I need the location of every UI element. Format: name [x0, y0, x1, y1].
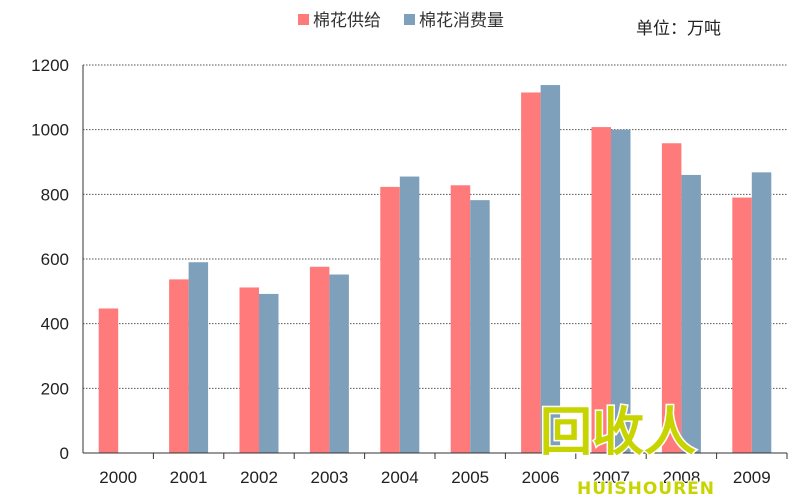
- watermark-logo: 回收人 HUISHOUREN: [539, 402, 716, 500]
- axes: [82, 65, 788, 459]
- legend-swatch-supply: [298, 14, 309, 25]
- bar-supply: [661, 143, 682, 453]
- bar-consumption: [188, 262, 209, 453]
- bar-consumption: [470, 200, 490, 453]
- bar-consumption: [681, 174, 701, 453]
- bar-supply: [521, 92, 541, 453]
- bar-consumption: [540, 85, 561, 454]
- y-tick-label: 400: [41, 315, 69, 334]
- unit-label: 单位：万吨: [636, 19, 721, 39]
- x-tick-label: 2007: [592, 468, 630, 487]
- legend-label-supply: 棉花供给: [313, 11, 381, 31]
- x-tick-label: 2002: [240, 468, 278, 487]
- bars: [98, 85, 772, 454]
- x-tick-label: 2003: [310, 468, 348, 487]
- y-tick-label: 800: [41, 185, 69, 204]
- x-tick-label: 2001: [170, 468, 208, 487]
- legend-label-consumption: 棉花消费量: [419, 11, 504, 31]
- x-tick-label: 2006: [522, 468, 560, 487]
- bar-consumption: [329, 274, 349, 453]
- y-tick-labels: 0 200 400 600 800 1000 1200: [31, 56, 69, 463]
- bar-consumption: [259, 293, 279, 453]
- bar-consumption: [611, 129, 631, 453]
- bar-supply: [732, 197, 752, 453]
- bar-consumption: [399, 176, 420, 454]
- legend-swatch-consumption: [404, 14, 415, 25]
- bar-consumption: [751, 172, 772, 453]
- y-tick-label: 200: [41, 379, 69, 398]
- bar-supply: [309, 266, 330, 453]
- bar-supply: [239, 287, 259, 453]
- y-tick-label: 0: [60, 444, 69, 463]
- bar-supply: [591, 127, 611, 453]
- bar-supply: [169, 279, 189, 453]
- watermark-sub-text: HUISHOUREN: [577, 479, 715, 499]
- y-tick-label: 600: [41, 250, 69, 269]
- bar-supply: [450, 185, 471, 453]
- bar-supply: [98, 308, 119, 453]
- x-tick-label: 2008: [662, 468, 700, 487]
- watermark-logo-text: 回收人: [540, 403, 696, 463]
- x-tick-labels: 2000 2001 2002 2003 2004 2005 2006 2007 2008 2009: [99, 468, 770, 487]
- x-tick-label: 2000: [99, 468, 137, 487]
- x-tick-label: 2009: [733, 468, 771, 487]
- y-tick-label: 1200: [31, 56, 69, 75]
- legend: 棉花供给 棉花消费量: [298, 11, 504, 31]
- x-tick-label: 2004: [381, 468, 419, 487]
- bar-supply: [380, 186, 400, 453]
- y-tick-label: 1000: [31, 121, 69, 140]
- x-tick-label: 2005: [451, 468, 489, 487]
